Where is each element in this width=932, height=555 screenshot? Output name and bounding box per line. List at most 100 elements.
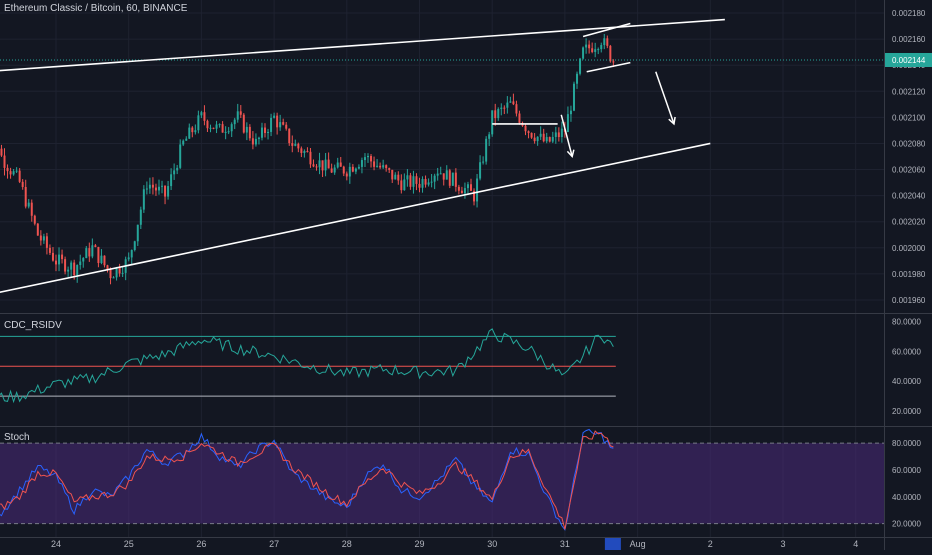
candle-body (436, 173, 439, 176)
candle-body (327, 159, 330, 169)
candle-body (454, 172, 457, 187)
candle-body (439, 173, 442, 175)
candle-body (203, 112, 206, 121)
candle-body (30, 202, 33, 216)
stoch-d-line (0, 430, 614, 530)
candle-body (176, 167, 179, 171)
candle-body (212, 127, 215, 129)
candle-body (527, 131, 530, 133)
candle-body (354, 168, 357, 172)
stoch-axis-label: 60.0000 (892, 466, 921, 475)
candle-body (21, 181, 24, 188)
candle-body (424, 178, 427, 185)
candle-body (6, 167, 9, 172)
candle-body (536, 136, 539, 142)
candle-body (415, 176, 418, 184)
candle-body (197, 115, 200, 131)
candle-body (45, 236, 48, 248)
candle-body (406, 175, 409, 180)
candle-body (58, 254, 61, 265)
candle-body (27, 202, 30, 207)
candle-body (85, 248, 88, 259)
candle-body (76, 265, 79, 276)
candle-body (36, 223, 39, 236)
candle-body (270, 117, 273, 132)
candle-body (591, 48, 594, 52)
time-axis-label: 3 (780, 539, 785, 549)
candle-body (73, 262, 76, 276)
candle-body (182, 140, 185, 145)
price-axis-label: 0.002100 (892, 113, 926, 122)
candle-body (579, 58, 582, 74)
candle-body (457, 186, 460, 191)
candle-body (506, 102, 509, 108)
candle-body (606, 38, 609, 46)
candle-body (48, 247, 51, 253)
price-axis-label: 0.002020 (892, 218, 926, 227)
candle-body (554, 132, 557, 137)
candle-body (394, 174, 397, 180)
time-axis-label: 2 (708, 539, 713, 549)
time-axis-label: 24 (51, 539, 61, 549)
candle-body (360, 160, 363, 167)
candle-body (264, 127, 267, 133)
candle-body (600, 45, 603, 50)
trendline (0, 18, 725, 72)
price-axis-label: 0.002160 (892, 35, 926, 44)
candle-body (545, 137, 548, 142)
candle-body (103, 255, 106, 266)
candle-body (569, 110, 572, 115)
candle-body (273, 115, 276, 118)
stoch-axis-label: 40.0000 (892, 493, 921, 502)
candle-body (142, 189, 145, 210)
candle-body (409, 175, 412, 187)
chart-title: Ethereum Classic / Bitcoin, 60, BINANCE (4, 3, 188, 14)
candle-body (12, 171, 15, 175)
candle-body (148, 184, 151, 189)
candle-body (133, 241, 136, 250)
candle-body (336, 162, 339, 168)
candle-body (118, 267, 121, 274)
price-axis-label: 0.002000 (892, 244, 926, 253)
candle-body (42, 236, 45, 241)
candle-body (348, 166, 351, 177)
price-axis-label: 0.002060 (892, 166, 926, 175)
candle-body (509, 101, 512, 103)
candle-body (345, 173, 348, 177)
candle-body (279, 122, 282, 128)
candle-body (427, 182, 430, 185)
candle-body (288, 128, 291, 144)
candle-body (157, 186, 160, 191)
candle-body (218, 124, 221, 126)
candle-body (236, 111, 239, 120)
candle-body (551, 136, 554, 142)
candle-body (363, 157, 366, 161)
candle-body (533, 137, 536, 142)
last-price-badge (885, 52, 932, 67)
candle-body (306, 151, 309, 153)
candle-body (421, 178, 424, 188)
candle-body (0, 148, 3, 156)
candle-body (309, 151, 312, 165)
candle-body (500, 107, 503, 109)
candle-body (497, 108, 500, 119)
rsi-axis-label: 60.0000 (892, 347, 921, 356)
candle-body (382, 165, 385, 168)
candle-body (209, 127, 212, 129)
candle-body (373, 161, 376, 167)
candle-body (170, 174, 173, 187)
candle-body (239, 111, 242, 115)
price-axis-label: 0.002120 (892, 87, 926, 96)
candle-body (442, 173, 445, 180)
candle-body (609, 45, 612, 62)
candle-body (357, 166, 360, 169)
price-axis-label: 0.001960 (892, 296, 926, 305)
candle-body (469, 184, 472, 191)
candle-body (542, 133, 545, 142)
candle-body (185, 138, 188, 141)
candle-body (257, 137, 260, 139)
candle-body (594, 49, 597, 52)
candle-body (370, 155, 373, 162)
